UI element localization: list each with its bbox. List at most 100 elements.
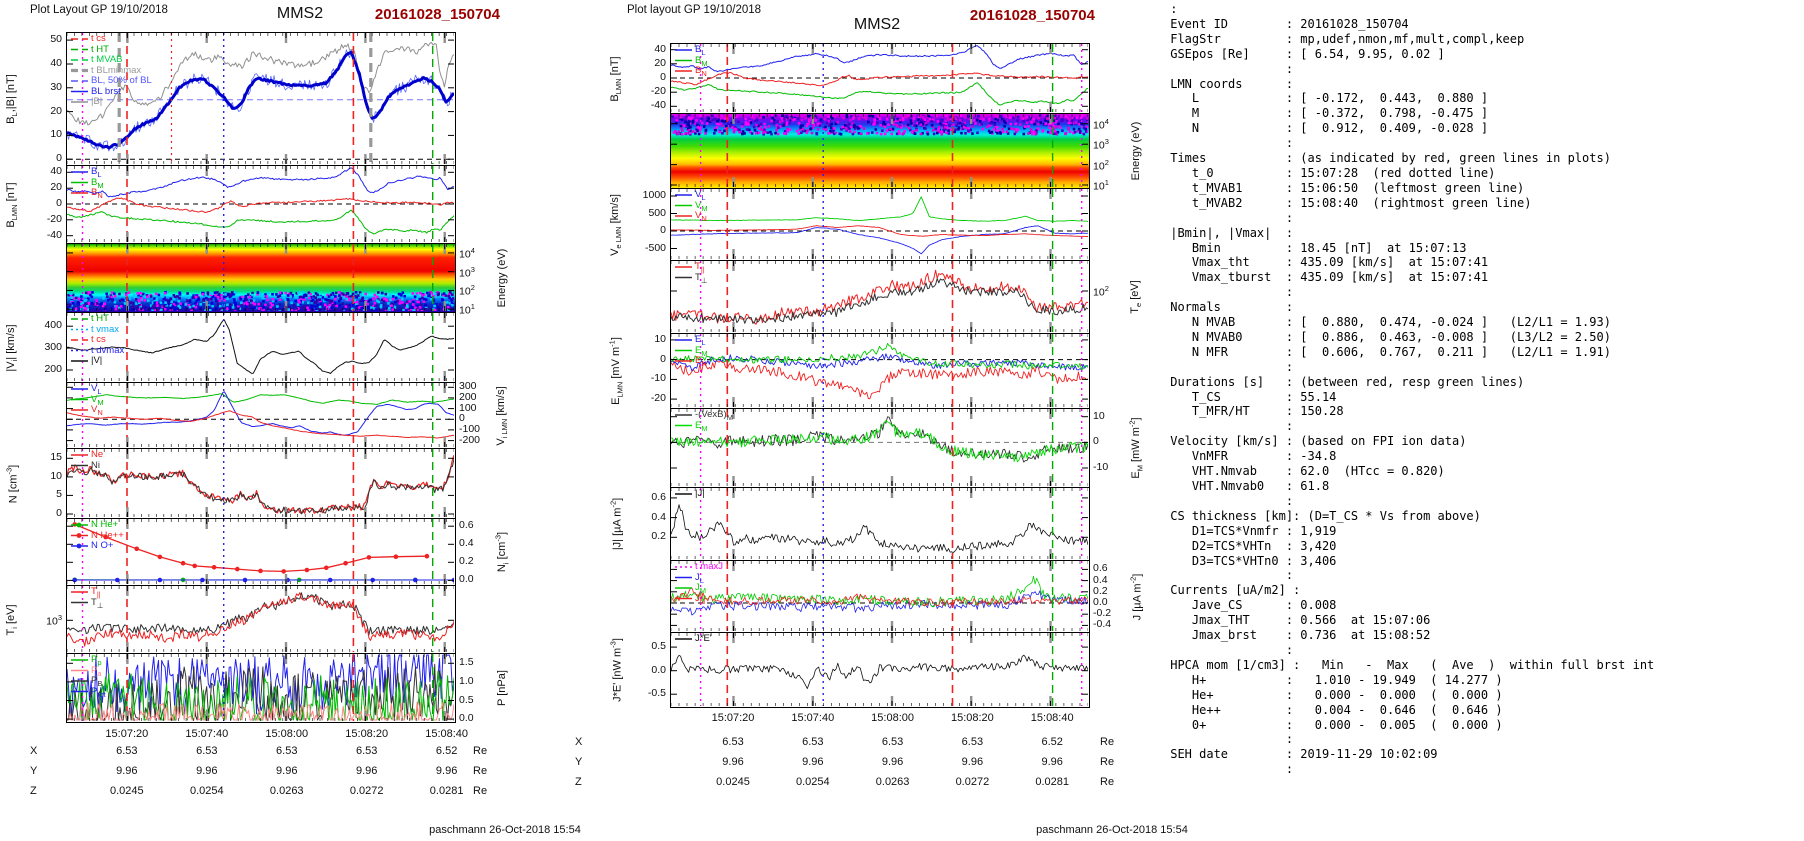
time-axis-label: 15:08:40 [425,728,469,740]
legend-label: N O+ [91,540,114,551]
y-tick-label: 300 [459,380,477,393]
legend-label: Ne [91,449,104,460]
y-tick-label: 0.0 [459,573,474,586]
panel-L5 [66,382,456,449]
y-tick-label: 500 [648,206,666,219]
position-value: 0.0281 [1035,776,1070,788]
legend-label: T|| [91,586,101,599]
panel-M9 [670,632,1090,708]
y-tick-label: 1000 [642,189,666,201]
series-E_N [671,360,1088,400]
series-B_N [67,197,454,213]
panel-plot-svg [671,409,1088,486]
legend-label: BN [91,187,103,200]
position-value: 6.53 [276,745,298,757]
series-point [304,567,310,573]
series-E_M [671,420,1088,463]
series-point [393,554,399,559]
legend-label: VN [695,210,707,223]
legend-label: BL brst [91,85,121,97]
legend-label: N He+ [91,519,119,530]
y-tick-label: -40 [650,99,666,112]
y-axis-title: Ve LMN [km/s] [608,193,624,256]
y-tick-label: 103 [1093,137,1109,152]
y-axis-title: J [µA m-2] [1128,573,1144,620]
info-panel-text: : Event ID : 20161028_150704 FlagStr : m… [1170,2,1655,777]
y-tick-label: 10 [50,128,62,141]
legend-label: T⊥ [695,271,708,285]
series-P-a [67,701,454,721]
position-value: 6.53 [802,736,824,748]
series-point [192,563,197,569]
position-unit: Re [473,765,488,777]
y-tick-label: 0.0 [1093,596,1108,608]
panel-plot-svg [67,519,454,584]
panel-L6 [66,448,456,519]
position-row-label: X [30,745,38,757]
y-tick-label: -20 [650,392,666,405]
series-BL [67,50,454,150]
panel-M5 [670,333,1090,409]
y-tick-label: 10 [1093,409,1105,422]
series-Ni [67,458,454,515]
y-tick-label: 103 [459,264,475,280]
legend-label: PB [91,675,103,688]
y-tick-label: -0.4 [1093,618,1112,631]
position-value: 0.0245 [716,776,750,788]
y-tick-label: 0.0 [651,663,666,676]
legend-label: JL [695,571,704,585]
series--(VexB)M [671,416,1088,463]
y-axis-title: P [nPa] [496,670,508,706]
panel-L1 [66,32,456,166]
time-axis-label: 15:08:20 [345,728,389,740]
legend-label: t maxJ [695,561,723,572]
y-tick-label: 0 [56,197,62,209]
series-point [424,553,430,559]
y-tick-label: 0.4 [459,537,474,550]
y-tick-label: 20 [50,104,62,117]
y-tick-label: 0 [459,412,465,425]
legend-label: VL [91,383,102,396]
y-tick-label: -0.2 [1093,607,1112,620]
position-value: 0.0272 [955,776,990,788]
series-point [370,577,376,583]
legend-label: T⊥ [91,596,104,610]
legend-swatch-dot [76,522,82,528]
y-tick-label: -10 [650,372,666,385]
legend-swatch-dot [76,543,82,549]
y-tick-label: -20 [46,212,62,225]
y-tick-label: 40 [50,56,62,69]
panel-L4 [66,312,456,383]
y-axis-title: Energy (eV) [1130,121,1142,181]
y-axis-title: Energy (eV) [496,248,508,308]
position-value: 9.96 [355,765,378,777]
legend-label: BL [695,44,706,57]
legend-label: t dvmax [91,344,125,356]
series-J_L [671,590,1088,616]
panel-L3 [66,243,456,313]
legend-label: t HT [91,313,109,324]
y-axis-title: |J| [µA m-2] [608,497,624,551]
y-tick-label: -500 [644,241,666,254]
position-row-label: X [575,736,583,748]
y-axis-title: Ni [cm-3] [493,531,511,573]
legend-label: BM [695,54,708,68]
legend-swatch-dot [76,533,82,538]
y-tick-label: 30 [50,80,62,93]
y-axis-title: BLMN [nT] [4,181,20,228]
credit-left: paschmann 26-Oct-2018 15:54 [429,824,581,836]
plot-layout-label-middle: Plot layout GP 19/10/2018 [627,4,762,16]
panel-plot-svg [671,261,1088,332]
y-tick-label: 10 [50,469,62,482]
position-value: 9.96 [802,756,824,768]
panel-L8 [66,585,456,654]
y-tick-label: 1.0 [459,674,474,687]
position-value: 9.96 [116,765,138,777]
panel-plot-svg [671,189,1088,259]
y-tick-label: 0 [660,71,666,83]
y-tick-label: 104 [1093,116,1109,132]
series-point [157,554,163,560]
series-T-perp [67,592,454,636]
legend-label: Pp [91,654,102,667]
legend-label: T|| [695,261,705,274]
